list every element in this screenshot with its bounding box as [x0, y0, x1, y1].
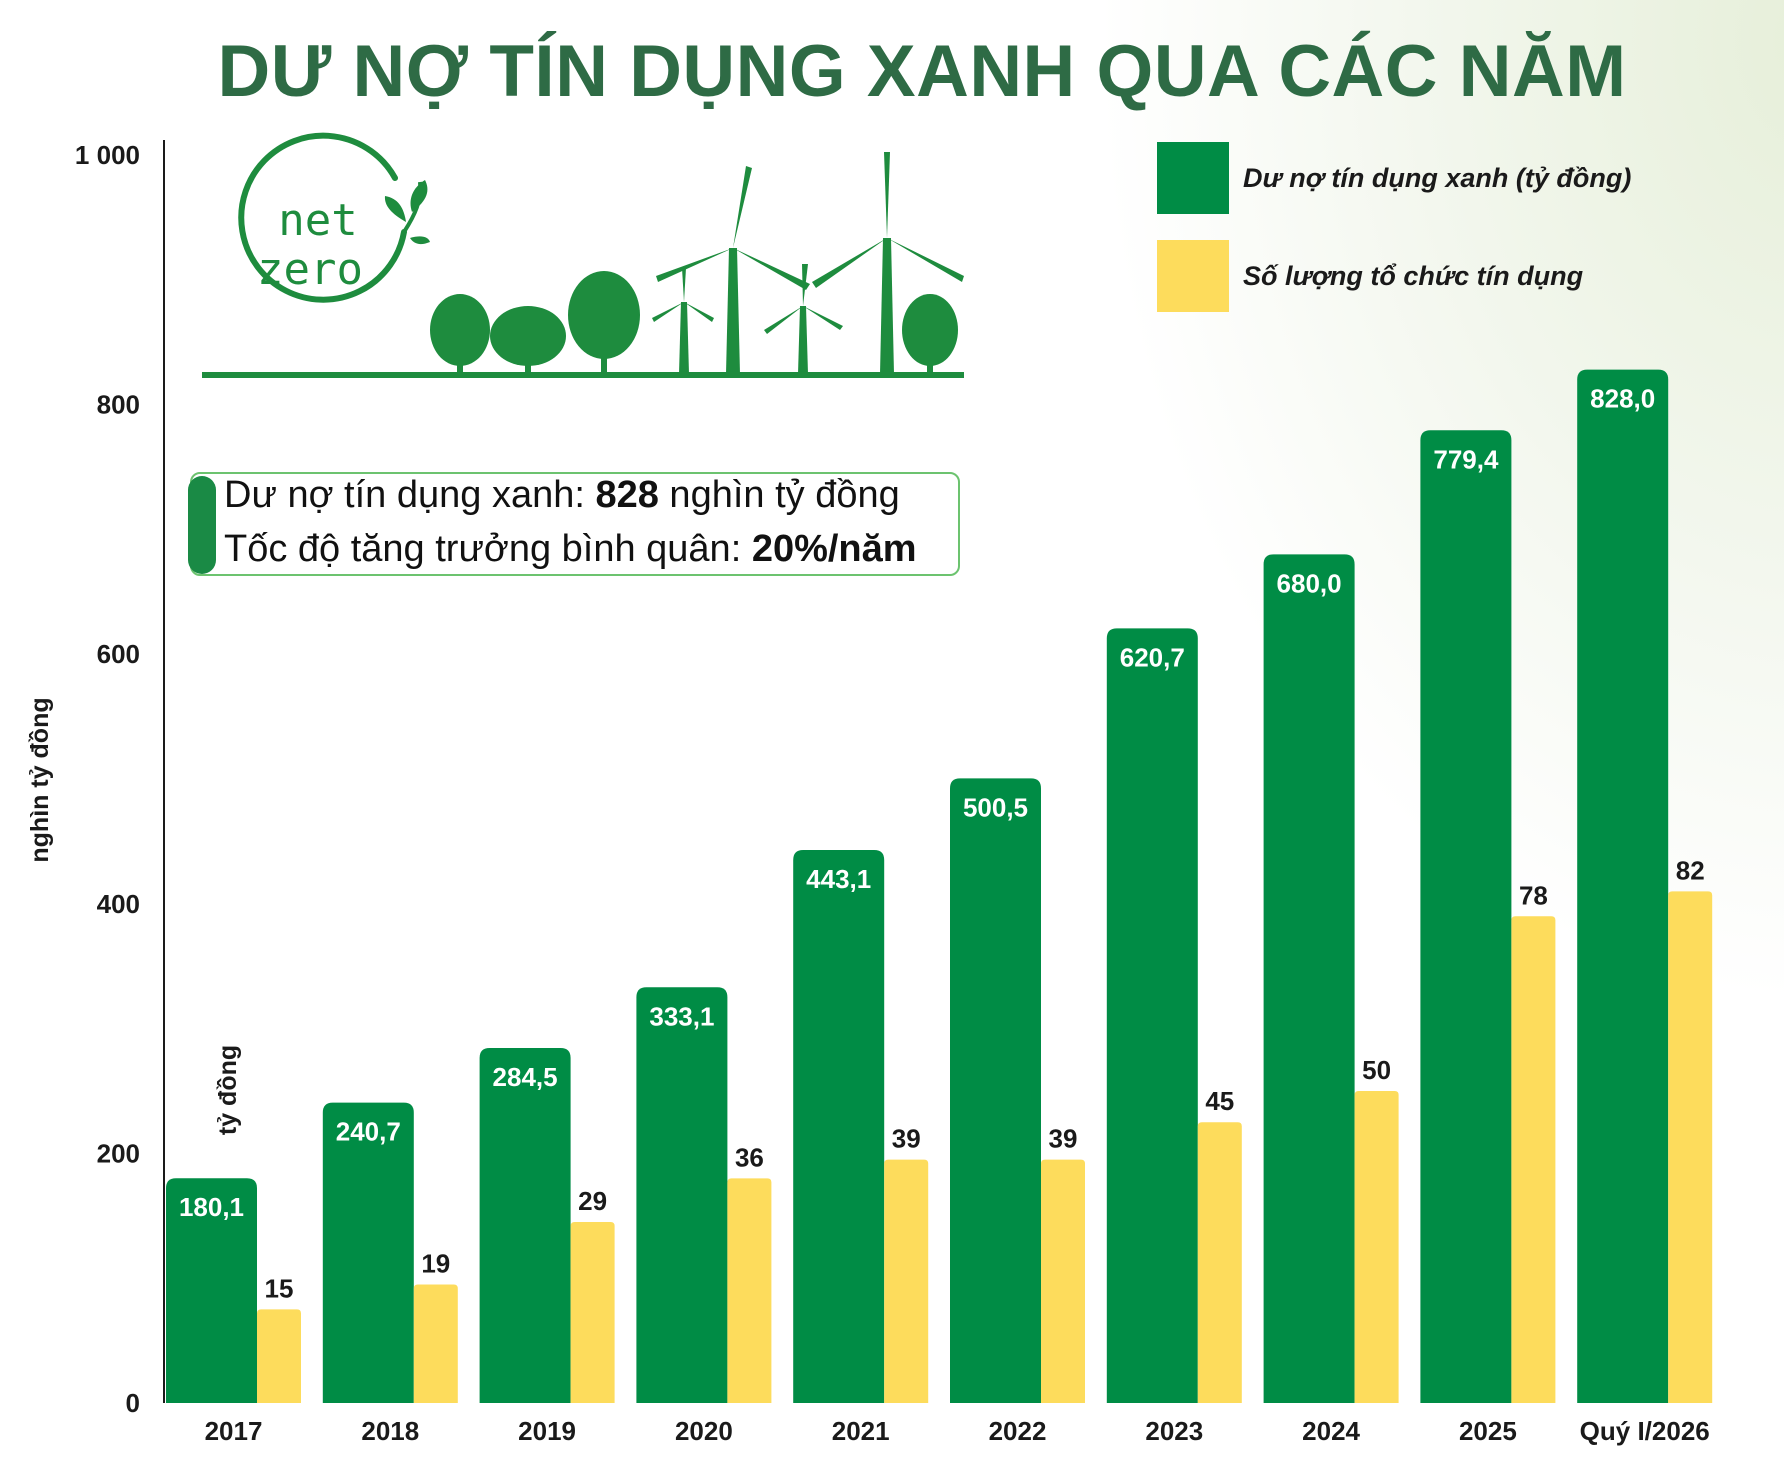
data-label-green: 240,7: [336, 1117, 401, 1147]
data-label-yellow: 50: [1362, 1055, 1391, 1085]
logo-text-net: net: [278, 195, 357, 246]
data-label-green: 443,1: [806, 864, 871, 894]
bar-green-credit: [950, 778, 1041, 1403]
y-tick-label: 400: [97, 889, 140, 919]
info-line2-value: 20%/năm: [751, 528, 917, 570]
x-category-label: 2025: [1459, 1416, 1517, 1446]
data-label-green: 828,0: [1590, 384, 1655, 414]
bar-yellow-institutions: [884, 1159, 929, 1403]
x-category-label: 2017: [205, 1416, 263, 1446]
info-box: Dư nợ tín dụng xanh: 828 nghìn tỷ đồng T…: [188, 472, 960, 576]
data-label-yellow: 15: [265, 1273, 294, 1303]
info-line1-prefix: Dư nợ tín dụng xanh:: [224, 474, 596, 516]
info-line2-prefix: Tốc độ tăng trưởng bình quân:: [224, 528, 752, 570]
legend-label-yellow: Số lượng tổ chức tín dụng: [1243, 261, 1584, 291]
data-label-yellow: 39: [1049, 1124, 1078, 1154]
info-accent-bar: [188, 476, 216, 574]
data-label-yellow: 29: [578, 1186, 607, 1216]
category-labels: 2017 2018 2019 2020 2021 2022 2023 2024 2025 Quý …: [205, 1416, 1710, 1446]
net-zero-illustration: net zero: [202, 132, 964, 378]
x-category-label: 2020: [675, 1416, 733, 1446]
data-label-green: 779,4: [1433, 444, 1499, 474]
bar-green-credit: [1420, 430, 1512, 1403]
x-category-label: 2018: [361, 1416, 419, 1446]
data-label-green: 680,0: [1277, 568, 1342, 598]
ground-line: [202, 372, 964, 378]
legend: Dư nợ tín dụng xanh (tỷ đồng) Số lượng t…: [1157, 142, 1631, 312]
bars-group: 180,1 15 240,7 19 284,5 29 333,1 36 443,1 39 500,5…: [166, 369, 1713, 1403]
x-category-label: 2021: [832, 1416, 890, 1446]
data-label-yellow: 82: [1676, 855, 1705, 885]
bar-green-credit: [1577, 369, 1669, 1403]
bar-yellow-institutions: [257, 1309, 301, 1403]
chart-title: DƯ NỢ TÍN DỤNG XANH QUA CÁC NĂM: [217, 31, 1627, 112]
info-line-credit: Dư nợ tín dụng xanh: 828 nghìn tỷ đồng: [224, 474, 900, 517]
bar-green-credit: [166, 1178, 257, 1403]
bar-green-credit: [1263, 554, 1355, 1403]
bar-green-credit: [793, 850, 885, 1403]
tree-icons: [430, 271, 958, 374]
data-label-green: 500,5: [963, 792, 1028, 822]
bar-yellow-institutions: [570, 1222, 615, 1403]
x-category-label: 2019: [518, 1416, 576, 1446]
info-line1-value: 828: [595, 474, 659, 516]
bar-yellow-institutions: [413, 1284, 458, 1403]
y-tick-label: 800: [97, 390, 140, 420]
data-label-green: 620,7: [1120, 642, 1185, 672]
bar-yellow-institutions: [1668, 891, 1713, 1403]
bar-yellow-institutions: [1041, 1159, 1085, 1403]
legend-label-green: Dư nợ tín dụng xanh (tỷ đồng): [1243, 163, 1631, 193]
wind-turbine-icons: [652, 152, 964, 374]
bar-green-credit: [636, 987, 728, 1403]
data-label-green: 180,1: [179, 1192, 244, 1222]
x-category-label: 2022: [989, 1416, 1047, 1446]
data-label-yellow: 19: [421, 1248, 450, 1278]
y-tick-label: 1 000: [75, 140, 140, 170]
bar-yellow-institutions: [1511, 916, 1556, 1403]
x-category-label: 2024: [1302, 1416, 1360, 1446]
y-tick-label: 200: [97, 1138, 140, 1168]
y-axis-ticks: 0 200 400 600 800 1 000: [75, 140, 140, 1418]
legend-swatch-green: [1157, 142, 1229, 214]
data-label-yellow: 39: [892, 1124, 921, 1154]
data-label-yellow: 36: [735, 1142, 764, 1172]
bar-yellow-institutions: [1354, 1091, 1399, 1403]
legend-swatch-yellow: [1157, 240, 1229, 312]
y-tick-label: 600: [97, 639, 140, 669]
secondary-axis-title: tỷ đồng: [214, 1045, 242, 1135]
logo-text-zero: zero: [257, 244, 363, 295]
bar-green-credit: [322, 1102, 414, 1403]
info-line1-suffix: nghìn tỷ đồng: [658, 474, 900, 516]
bar-green-credit: [1106, 628, 1198, 1403]
bar-green-credit: [479, 1047, 571, 1403]
net-zero-logo-icon: net zero: [238, 132, 430, 303]
bar-yellow-institutions: [1197, 1122, 1242, 1403]
data-label-yellow: 45: [1205, 1086, 1234, 1116]
y-tick-label: 0: [126, 1388, 140, 1418]
data-label-yellow: 78: [1519, 880, 1548, 910]
data-label-green: 333,1: [649, 1001, 714, 1031]
x-category-label: Quý I/2026: [1580, 1416, 1710, 1446]
bar-yellow-institutions: [727, 1178, 772, 1403]
x-category-label: 2023: [1145, 1416, 1203, 1446]
info-line-growth: Tốc độ tăng trưởng bình quân: 20%/năm: [224, 528, 917, 571]
data-label-green: 284,5: [493, 1062, 558, 1092]
y-axis-title: nghìn tỷ đồng: [26, 697, 54, 862]
